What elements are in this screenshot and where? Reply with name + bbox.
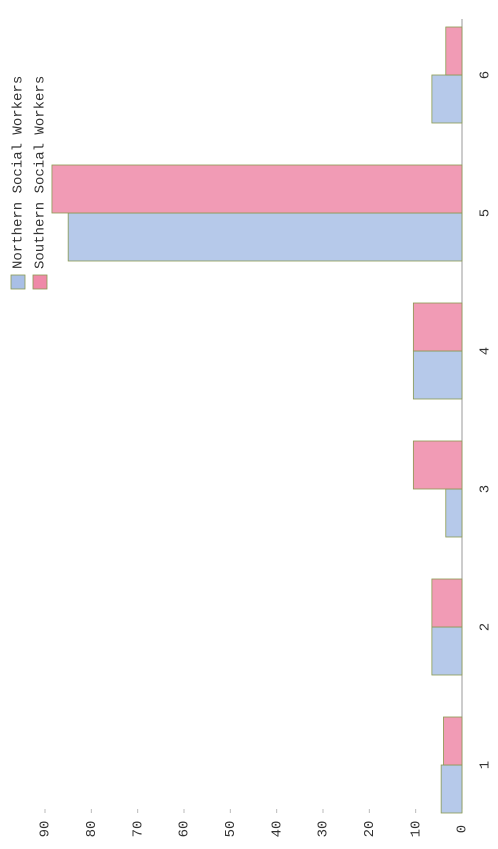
- y-tick-label: 50: [223, 821, 239, 838]
- legend-swatch: [33, 275, 47, 289]
- rotated-chart: 0 10 20 30 40 50 60 70 80 90 1 2 3 4 5 6 Northern Social…: [11, 19, 494, 837]
- legend-swatch: [11, 275, 25, 289]
- chart: 0 10 20 30 40 50 60 70 80 90 1 2 3 4 5 6 Northern Social…: [0, 0, 498, 849]
- y-tick-label: 70: [130, 821, 146, 838]
- y-tick-label: 20: [362, 821, 378, 838]
- bar: [441, 765, 462, 813]
- y-tick-label: 90: [38, 821, 54, 838]
- y-tick-label: 40: [269, 821, 285, 838]
- bar: [446, 27, 462, 75]
- y-tick-label: 60: [177, 821, 193, 838]
- bar: [413, 303, 462, 351]
- bar: [443, 717, 462, 765]
- bar: [432, 627, 462, 675]
- legend-label: Northern Social Workers: [11, 76, 27, 269]
- x-tick-label: 4: [478, 347, 494, 355]
- bar: [432, 75, 462, 123]
- x-tick-label: 6: [478, 71, 494, 79]
- y-tick-label: 80: [84, 821, 100, 838]
- x-tick-label: 5: [478, 209, 494, 217]
- y-tick-label: 10: [408, 821, 424, 838]
- bar: [432, 579, 462, 627]
- y-tick-label: 30: [316, 821, 332, 838]
- x-tick-label: 2: [478, 623, 494, 631]
- bar: [68, 213, 462, 261]
- bar: [446, 489, 462, 537]
- bar: [413, 441, 462, 489]
- x-tick-label: 1: [478, 761, 494, 769]
- y-tick-label: 0: [455, 825, 471, 833]
- bar: [413, 351, 462, 399]
- legend-label: Southern Social Workers: [33, 76, 49, 269]
- bar: [52, 165, 462, 213]
- x-tick-label: 3: [478, 485, 494, 493]
